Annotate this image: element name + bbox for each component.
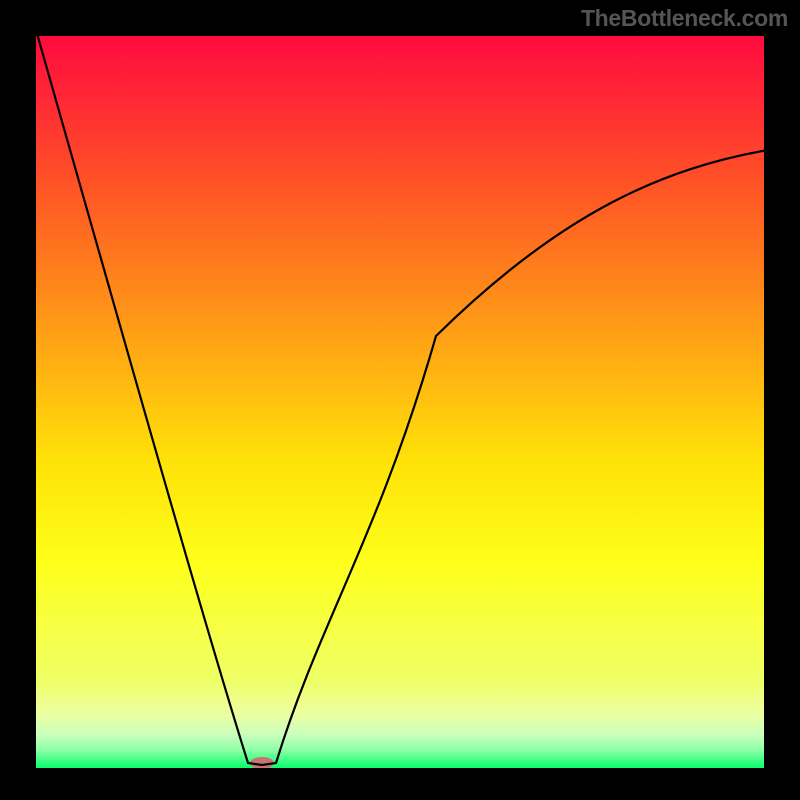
watermark-text: TheBottleneck.com — [581, 5, 788, 32]
bottleneck-chart — [0, 0, 800, 800]
plot-background — [36, 36, 764, 768]
chart-container: TheBottleneck.com — [0, 0, 800, 800]
